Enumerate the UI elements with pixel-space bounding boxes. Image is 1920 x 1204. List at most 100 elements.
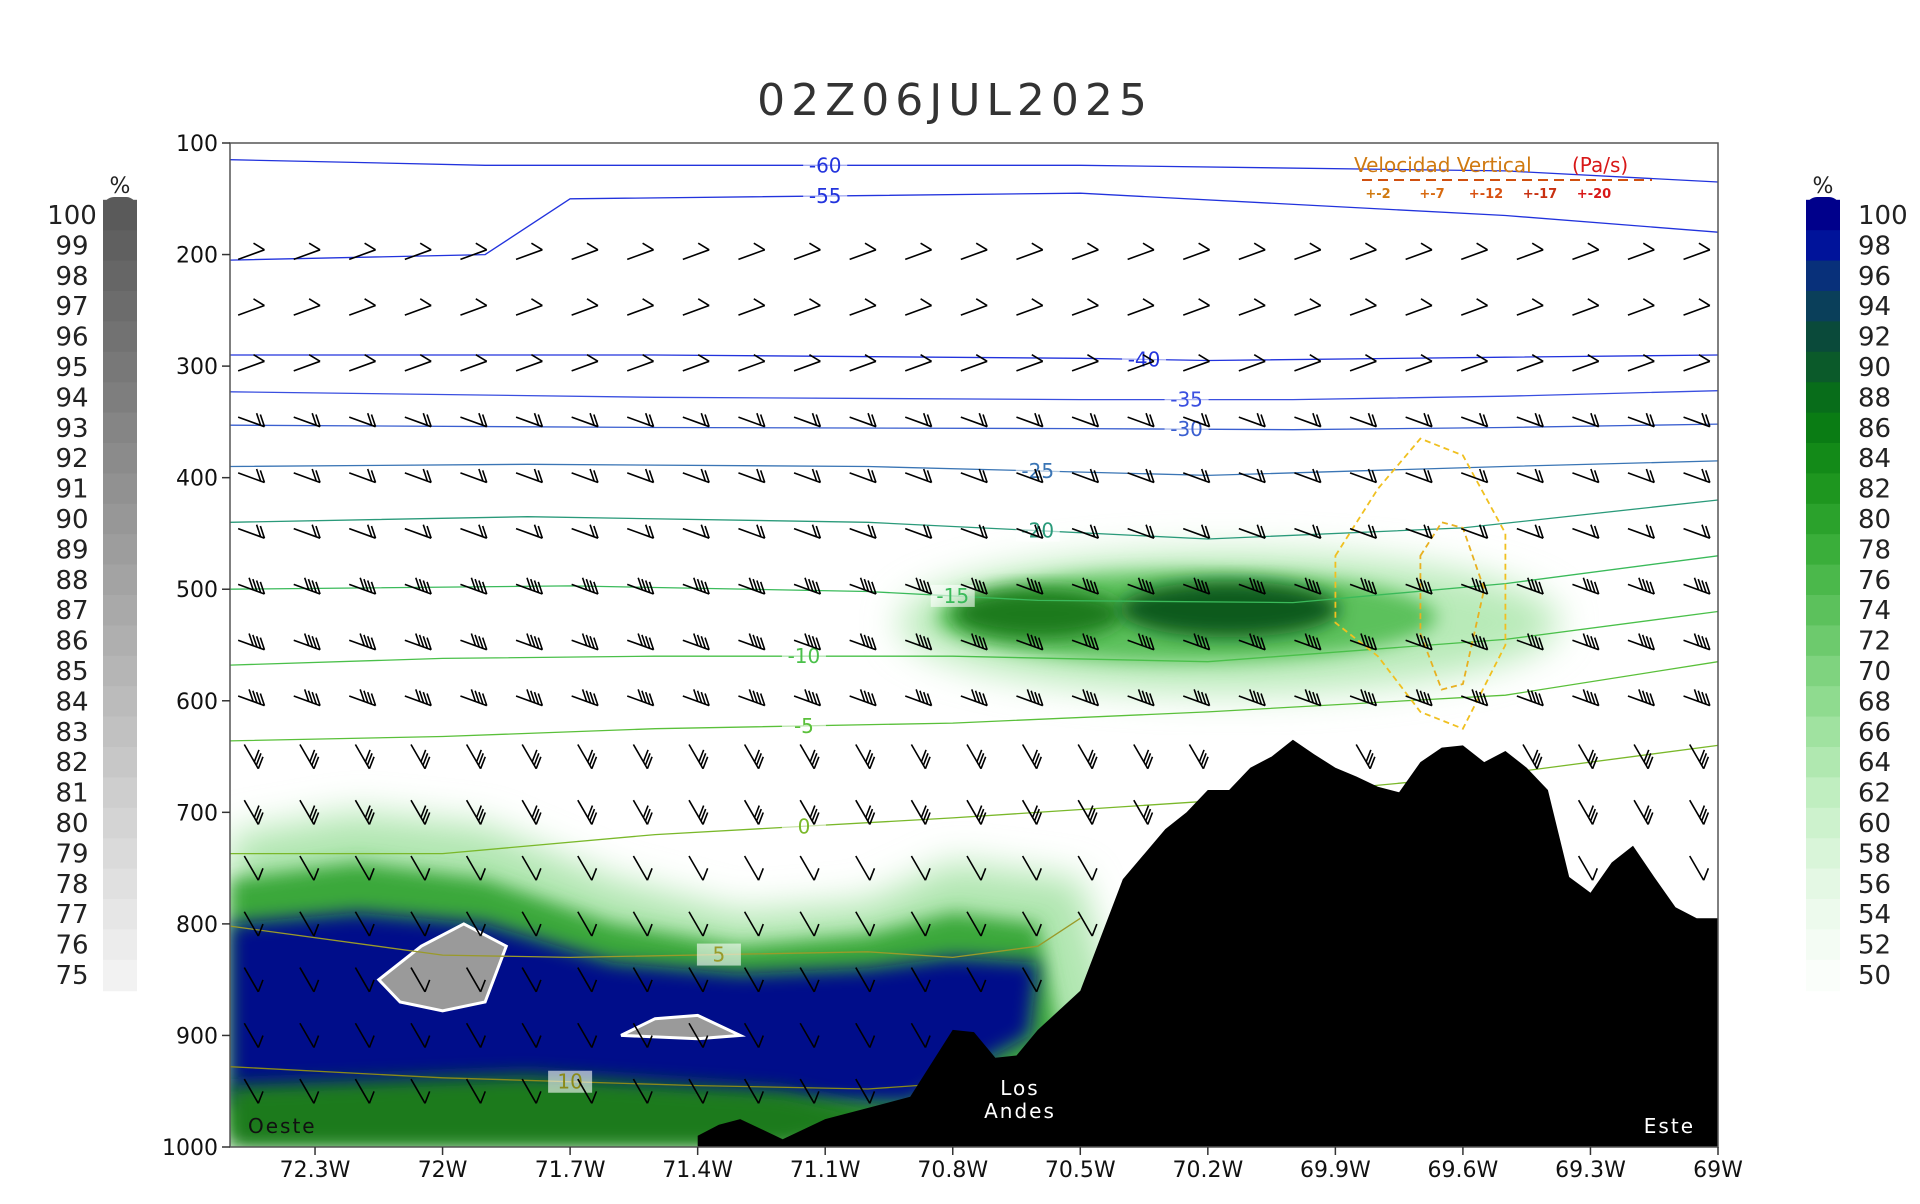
- wind-barb-flag: [313, 812, 320, 825]
- wind-barb-flag: [978, 808, 985, 822]
- wind-barb-shaft: [577, 855, 593, 881]
- wind-barb-shaft: [743, 1078, 760, 1104]
- wind-barb-flag: [815, 693, 822, 706]
- wind-barb-flag: [804, 689, 810, 702]
- wind-barb-flag: [752, 634, 758, 648]
- wind-barb: [1627, 633, 1656, 651]
- wind-barb: [237, 298, 265, 316]
- wind-barb: [571, 412, 599, 428]
- wind-barb: [738, 412, 766, 428]
- wind-barb-flag: [1312, 524, 1318, 538]
- wind-barb-flag: [424, 756, 431, 770]
- wind-barb: [738, 524, 766, 539]
- wind-barb: [849, 242, 877, 261]
- wind-barb: [460, 689, 488, 707]
- wind-barb-flag: [1082, 633, 1088, 646]
- wind-barb-flag: [1415, 577, 1422, 591]
- wind-barb-flag: [589, 691, 595, 705]
- wind-barb-flag: [1415, 633, 1422, 646]
- contour-label: -15: [936, 584, 969, 608]
- wind-barb-flag: [475, 749, 483, 763]
- wind-barb-flag: [1534, 524, 1541, 538]
- wind-barb-shaft: [348, 304, 376, 316]
- wind-barb-flag: [642, 805, 649, 818]
- wind-barb-shaft: [293, 304, 321, 316]
- right-colorbar-label: 62: [1858, 779, 1891, 809]
- wind-barb-flag: [1531, 242, 1544, 251]
- wind-barb-flag: [531, 805, 538, 818]
- wind-barb-flag: [252, 690, 258, 704]
- wind-barb-shaft: [1021, 967, 1038, 993]
- wind-barb-flag: [1534, 636, 1541, 649]
- wind-barb-flag: [1087, 749, 1094, 763]
- wind-barb-flag: [1582, 577, 1589, 591]
- wind-barb-flag: [863, 634, 870, 648]
- wind-barb: [460, 242, 488, 261]
- wind-barb-flag: [1642, 353, 1655, 362]
- wind-barb: [904, 468, 933, 484]
- wind-barb-flag: [752, 690, 758, 704]
- x-tick-label: 69.6W: [1428, 1158, 1499, 1183]
- wind-barb-flag: [1315, 414, 1322, 427]
- wind-barb-flag: [980, 812, 987, 825]
- left-colorbar-cell: [103, 443, 137, 475]
- wind-barb-shaft: [966, 911, 982, 937]
- wind-barb-flag: [1698, 353, 1711, 362]
- wind-barb: [410, 1022, 431, 1048]
- velocity-legend-item: +-20: [1577, 187, 1611, 202]
- wind-barb-flag: [1312, 468, 1318, 482]
- wind-barb-flag: [1641, 578, 1648, 592]
- wind-barb-flag: [255, 753, 262, 766]
- wind-barb-flag: [869, 868, 876, 881]
- wind-barb-flag: [753, 805, 761, 818]
- wind-barb-flag: [971, 577, 977, 591]
- y-tick-label: 300: [176, 355, 218, 380]
- wind-barb-flag: [1037, 581, 1044, 595]
- wind-barb-shaft: [577, 911, 593, 937]
- right-colorbar-cell: [1806, 473, 1840, 505]
- wind-barb: [237, 689, 266, 707]
- wind-barb-flag: [757, 868, 765, 881]
- right-colorbar-unit: %: [1813, 174, 1834, 199]
- wind-barb-flag: [1587, 298, 1600, 307]
- wind-barb-shaft: [1182, 360, 1210, 372]
- wind-barb-flag: [704, 470, 710, 483]
- wind-barb: [904, 689, 933, 707]
- wind-barb-flag: [807, 578, 814, 592]
- wind-barb-flag: [479, 868, 487, 881]
- left-colorbar-label: 100: [47, 201, 97, 231]
- wind-barb-flag: [1089, 468, 1096, 482]
- wind-barb: [849, 353, 877, 372]
- wind-barb-flag: [585, 578, 592, 592]
- wind-barb-shaft: [799, 855, 815, 881]
- wind-barb-flag: [1538, 470, 1544, 483]
- wind-barb: [521, 1022, 542, 1048]
- wind-barb-flag: [1589, 808, 1597, 822]
- right-colorbar-label: 80: [1858, 505, 1891, 535]
- wind-barb: [1071, 633, 1100, 651]
- wind-barb-flag: [919, 578, 925, 592]
- right-colorbar-cell: [1806, 564, 1840, 596]
- left-colorbar-cell: [103, 564, 137, 596]
- left-colorbar-cell: [103, 655, 137, 688]
- wind-barb-flag: [589, 412, 595, 426]
- wind-barb: [515, 298, 543, 316]
- wind-barb-flag: [1701, 412, 1707, 426]
- wind-barb-flag: [585, 690, 592, 704]
- wind-barb-flag: [1089, 808, 1096, 822]
- wind-barb-flag: [915, 633, 922, 646]
- wind-barb-flag: [1365, 749, 1372, 763]
- wind-barb-flag: [1586, 690, 1592, 704]
- wind-barb-shaft: [243, 911, 259, 937]
- wind-barb-flag: [867, 753, 874, 766]
- terrain-polygon: [697, 739, 1718, 1147]
- wind-barb-flag: [581, 633, 588, 646]
- right-colorbar-cell: [1806, 291, 1840, 323]
- wind-barb-flag: [1256, 636, 1263, 649]
- wind-barb-flag: [470, 689, 477, 702]
- wind-barb-flag: [809, 749, 816, 763]
- left-colorbar-label: 80: [55, 809, 88, 839]
- left-colorbar-cell: [103, 321, 137, 353]
- left-colorbar-cell: [103, 899, 137, 931]
- wind-barb-flag: [1149, 414, 1155, 427]
